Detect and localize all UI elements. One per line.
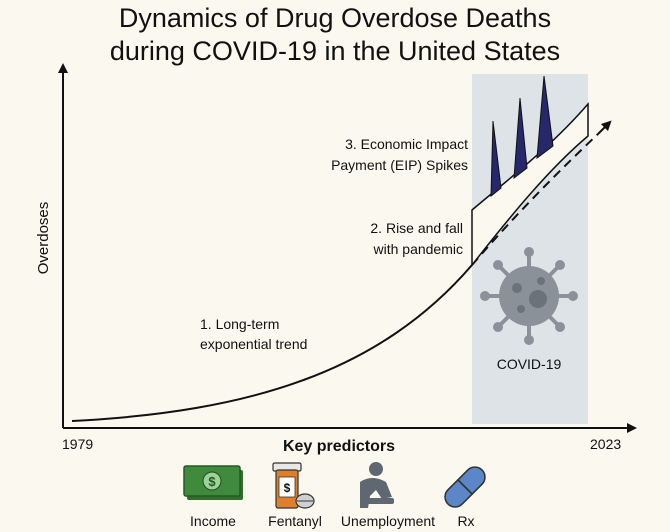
trend-projection-arrow bbox=[597, 120, 612, 135]
covid-label: COVID-19 bbox=[497, 356, 562, 372]
trend-projection-dashed bbox=[471, 133, 599, 266]
predictor-label-fentanyl: Fentanyl bbox=[268, 513, 322, 529]
annotation-pandemic-line-1: 2. Rise and fall bbox=[370, 220, 463, 236]
predictor-label-unemployment: Unemployment bbox=[341, 513, 435, 529]
virus-icon bbox=[480, 247, 578, 345]
annotation-trend-line-1: 1. Long-term bbox=[200, 316, 279, 332]
exponential-trend-curve bbox=[71, 264, 473, 422]
annotation-trend-line-2: exponential trend bbox=[200, 336, 307, 352]
svg-text:$: $ bbox=[284, 481, 291, 495]
x-axis-label: Key predictors bbox=[283, 438, 395, 455]
pill-bottle-icon: $ bbox=[272, 462, 315, 509]
annotation-pandemic-line-2: with pandemic bbox=[373, 241, 464, 257]
person-sitting-icon bbox=[360, 462, 394, 508]
y-axis-label: Overdoses bbox=[35, 202, 52, 275]
predictor-label-rx: Rx bbox=[457, 513, 474, 529]
svg-text:$: $ bbox=[208, 474, 216, 489]
title-line-2: during COVID-19 in the United States bbox=[110, 36, 560, 66]
annotation-eip-line-1: 3. Economic Impact bbox=[345, 136, 468, 152]
money-icon: $ bbox=[183, 465, 243, 500]
eip-spike-2 bbox=[513, 97, 528, 180]
annotation-eip-line-2: Payment (EIP) Spikes bbox=[331, 157, 468, 173]
predictor-label-income: Income bbox=[190, 513, 236, 529]
capsule-icon bbox=[444, 466, 486, 508]
x-axis-start-label: 1979 bbox=[62, 436, 93, 452]
title-line-1: Dynamics of Drug Overdose Deaths bbox=[119, 3, 551, 33]
eip-spike-3 bbox=[536, 75, 554, 160]
x-axis-end-label: 2023 bbox=[590, 436, 621, 452]
eip-spike-1 bbox=[490, 120, 502, 198]
